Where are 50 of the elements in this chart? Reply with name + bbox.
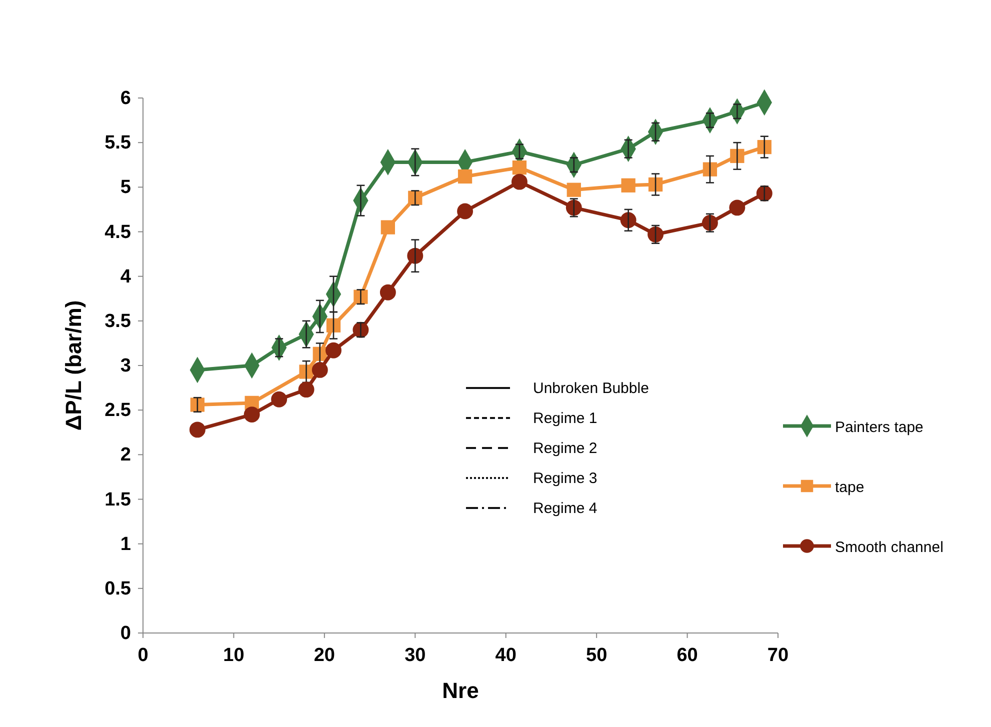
x-tick-label: 60 (676, 645, 698, 666)
point (702, 162, 718, 176)
point (458, 169, 472, 184)
annotation: Regime 4 (533, 500, 598, 517)
y-tick-label: 1.5 (104, 489, 132, 510)
y-tick-label: 2 (120, 444, 131, 466)
x-axis-title: Nre (442, 678, 479, 703)
point (244, 406, 260, 423)
point (326, 342, 342, 358)
y-tick-label: 5.5 (104, 132, 132, 154)
point (729, 200, 746, 216)
x-tick-label: 0 (138, 645, 148, 666)
point (271, 391, 288, 408)
annotation: Regime 1 (533, 410, 598, 427)
y-tick-label: 2.5 (104, 400, 132, 422)
x-tick-label: 20 (314, 645, 335, 666)
y-tick-label: 3.5 (104, 310, 132, 332)
x-tick-label: 30 (404, 645, 426, 666)
point (457, 203, 474, 220)
point (621, 178, 636, 192)
annotation: Unbroken Bubble (533, 380, 649, 397)
y-tick-label: 6 (120, 88, 131, 109)
point (189, 422, 206, 438)
y-axis-title: ΔP/L (bar/m) (61, 300, 86, 431)
point (380, 220, 395, 234)
point (648, 226, 664, 242)
y-tick-label: 3 (120, 356, 131, 376)
point (380, 284, 396, 300)
x-tick-label: 70 (767, 645, 789, 666)
point (298, 382, 314, 398)
point (648, 177, 663, 192)
point (566, 182, 581, 197)
y-tick-label: 0.5 (104, 578, 132, 600)
annotation: Regime 2 (533, 440, 598, 457)
y-tick-label: 4 (120, 266, 132, 288)
point (312, 362, 328, 378)
x-tick-label: 10 (223, 645, 244, 666)
y-tick-label: 5 (120, 177, 132, 198)
y-tick-label: 0 (120, 623, 131, 644)
point (512, 160, 527, 175)
x-tick-label: 50 (586, 645, 608, 666)
point (702, 214, 718, 231)
legend-label: Smooth channel (835, 539, 944, 556)
point (511, 174, 528, 190)
y-tick-label: 4.5 (104, 222, 132, 243)
annotation: Regime 3 (533, 470, 598, 487)
legend-label: Painters tape (835, 419, 924, 436)
y-tick-label: 1 (120, 534, 132, 555)
x-tick-label: 40 (495, 645, 516, 666)
legend-label: tape (835, 479, 864, 496)
